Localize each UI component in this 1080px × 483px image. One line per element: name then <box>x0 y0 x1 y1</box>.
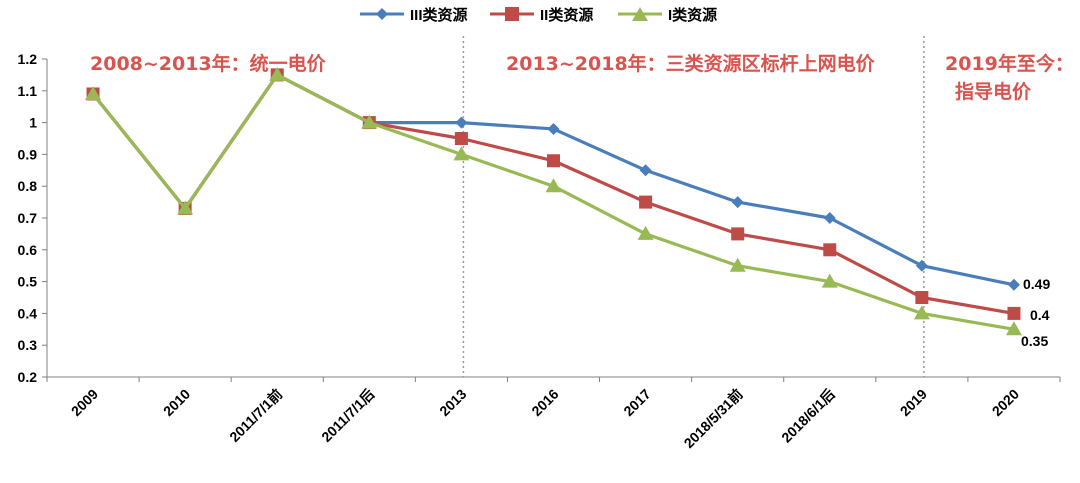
point-triangle <box>637 225 654 240</box>
y-tick-label: 0.7 <box>18 210 38 226</box>
legend: III类资源 II类资源 I类资源 <box>360 6 717 24</box>
annotation-period-3-line-1: 2019年至今： <box>945 52 1074 75</box>
y-axis-tick-labels: 0.2 0.3 0.4 0.5 0.6 0.7 0.8 0.9 1 1.1 1.2 <box>18 51 38 385</box>
point-square <box>823 243 837 257</box>
point-diamond <box>823 212 836 224</box>
period-annotations: 2008~2013年：统一电价 2013~2018年：三类资源区标杆上网电价 2… <box>90 52 1074 103</box>
legend-label-series-2: I类资源 <box>668 6 717 24</box>
legend-label-series-0: III类资源 <box>410 6 468 24</box>
annotation-period-2: 2013~2018年：三类资源区标杆上网电价 <box>506 52 876 75</box>
x-axis-tick-labels: 2009 2010 2011/7/1前 2011/7/1后 2013 2016 2017 20… <box>68 386 1022 451</box>
point-square <box>639 195 653 209</box>
end-label-series-0: 0.49 <box>1023 276 1050 292</box>
legend-marker-square <box>505 7 519 21</box>
point-diamond <box>455 116 468 129</box>
legend-marker-triangle <box>632 7 648 21</box>
point-diamond <box>639 164 652 177</box>
point-triangle <box>453 146 470 161</box>
y-tick-label: 0.4 <box>18 305 38 321</box>
y-tick-label: 0.5 <box>18 274 38 290</box>
y-tick-label: 1.2 <box>18 51 38 67</box>
point-triangle <box>913 305 930 320</box>
x-tick-label: 2020 <box>989 386 1022 419</box>
point-square <box>731 227 745 241</box>
x-tick-label: 2018/6/1后 <box>778 386 838 446</box>
point-square <box>454 132 468 145</box>
legend-item-series-1: II类资源 <box>490 6 593 24</box>
series-1 <box>86 68 1021 320</box>
end-value-labels: 0.49 0.4 0.35 <box>1021 276 1050 349</box>
x-tick-label: 2011/7/1前 <box>226 386 285 445</box>
x-tick-label: 2009 <box>68 386 101 419</box>
annotation-period-1: 2008~2013年：统一电价 <box>90 52 327 75</box>
y-tick-label: 1.1 <box>18 83 38 99</box>
point-square <box>915 291 929 304</box>
point-diamond <box>731 196 744 209</box>
legend-label-series-1: II类资源 <box>540 6 593 24</box>
y-tick-label: 0.3 <box>18 337 38 353</box>
legend-item-series-2: I类资源 <box>618 6 717 24</box>
legend-item-series-0: III类资源 <box>360 6 468 24</box>
point-square <box>547 154 560 168</box>
legend-marker-diamond <box>376 8 388 20</box>
point-diamond <box>915 259 928 272</box>
x-tick-label: 2016 <box>528 386 561 419</box>
point-diamond <box>547 122 560 135</box>
y-tick-label: 0.6 <box>18 242 38 258</box>
point-triangle <box>269 66 286 81</box>
point-triangle <box>361 114 378 129</box>
end-label-series-2: 0.35 <box>1021 333 1048 349</box>
end-label-series-1: 0.4 <box>1030 307 1050 323</box>
series-line-2 <box>91 73 1015 331</box>
series-2 <box>85 66 1022 336</box>
x-tick-label: 2019 <box>897 386 930 419</box>
point-triangle <box>85 85 102 100</box>
period-dividers <box>462 36 925 377</box>
x-tick-label: 2017 <box>620 386 653 419</box>
axes <box>42 58 1061 382</box>
x-tick-label: 2011/7/1后 <box>318 386 377 445</box>
series-group <box>85 66 1022 336</box>
x-tick-label: 2013 <box>436 386 469 419</box>
series-line-1 <box>91 73 1015 315</box>
point-triangle <box>729 257 746 272</box>
annotation-period-3-line-2: 指导电价 <box>955 80 1032 103</box>
y-tick-label: 0.8 <box>18 178 38 194</box>
y-tick-label: 0.2 <box>18 369 38 385</box>
point-diamond <box>1007 278 1020 291</box>
y-tick-label: 0.9 <box>18 146 38 162</box>
y-tick-label: 1 <box>29 115 37 131</box>
point-square <box>1007 306 1021 320</box>
point-triangle <box>1005 321 1022 336</box>
point-triangle <box>545 178 562 193</box>
point-triangle <box>821 273 838 288</box>
x-tick-label: 2018/5/31前 <box>681 386 746 451</box>
point-triangle <box>177 200 194 215</box>
x-tick-label: 2010 <box>160 386 193 419</box>
